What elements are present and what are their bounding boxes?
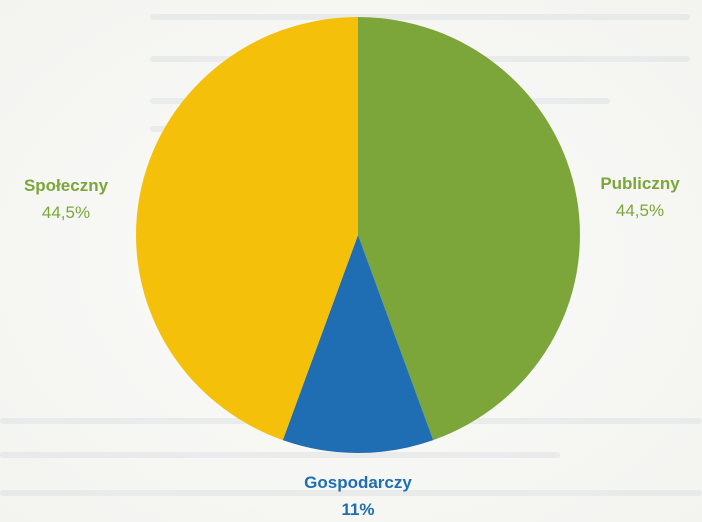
slice-label-publiczny: Publiczny (600, 174, 680, 193)
slice-label-gospodarczy: Gospodarczy (304, 473, 412, 492)
slice-value-spoleczny: 44,5% (42, 203, 90, 222)
slice-value-gospodarczy: 11% (341, 500, 374, 519)
slice-label-spoleczny: Społeczny (24, 176, 109, 195)
slice-value-publiczny: 44,5% (616, 201, 664, 220)
pie-slices (136, 17, 580, 453)
